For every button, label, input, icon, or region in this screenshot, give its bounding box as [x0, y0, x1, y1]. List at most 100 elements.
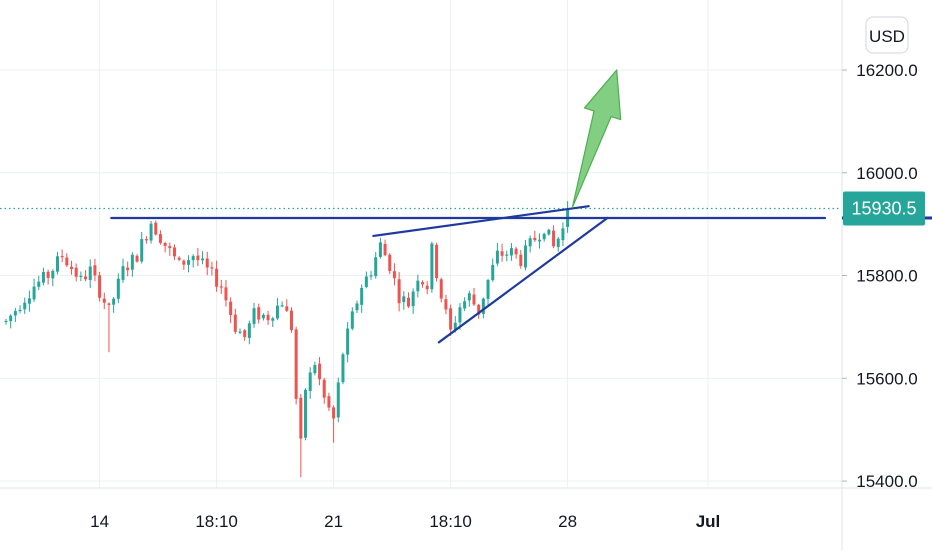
candle-body: [23, 302, 27, 310]
x-tick-label: 18:10: [429, 512, 472, 531]
currency-label[interactable]: USD: [869, 27, 905, 46]
candle-body: [308, 372, 312, 391]
candle-body: [336, 382, 340, 418]
candle-body: [191, 256, 195, 261]
candle-body: [205, 258, 209, 268]
candle-body: [505, 254, 509, 256]
candle-body: [453, 322, 457, 330]
wedge-lower-trendline[interactable]: [437, 216, 609, 344]
candle-body: [289, 310, 293, 331]
candle-body: [514, 248, 518, 255]
candle-body: [556, 238, 560, 248]
candle-body: [458, 307, 462, 323]
candle-body: [477, 304, 481, 315]
candle-body: [252, 308, 256, 324]
candle-body: [313, 364, 317, 374]
candle-body: [374, 257, 378, 277]
candle-body: [406, 297, 410, 307]
candle-body: [538, 239, 542, 242]
drawings[interactable]: [110, 69, 827, 344]
candle-body: [51, 270, 55, 279]
candle-body: [229, 301, 233, 316]
candle-body: [416, 280, 420, 292]
candle-body: [350, 311, 354, 329]
candle-body: [388, 254, 392, 272]
candle-body: [84, 276, 88, 280]
x-axis[interactable]: 14 18:10 21 18:10 28 Jul: [0, 487, 932, 531]
candle-body: [154, 222, 158, 235]
candle-body: [346, 328, 350, 355]
x-tick-label: 14: [90, 512, 109, 531]
candle-body: [463, 301, 467, 309]
last-price-badge[interactable]: [843, 191, 925, 226]
candle-body: [509, 248, 513, 256]
candle-body: [4, 320, 8, 323]
candle-body: [294, 329, 298, 399]
candle-body: [533, 237, 537, 241]
y-tick-label: 15800.0: [856, 267, 917, 286]
candle-body: [519, 254, 523, 266]
y-axis[interactable]: 16200.0 16000.0 15800.0 15600.0 15400.0 15930…: [841, 0, 932, 550]
candle-body: [224, 287, 228, 301]
candle-body: [299, 397, 303, 439]
candle-body: [13, 311, 17, 316]
candle-body: [467, 293, 471, 301]
currency-button-frame[interactable]: [865, 16, 909, 54]
bullish-arrow[interactable]: [571, 69, 622, 209]
candle-body: [439, 279, 443, 299]
candle-body: [168, 246, 172, 249]
candle-body: [247, 323, 251, 338]
candle-body: [121, 266, 125, 280]
candle-body: [397, 279, 401, 304]
candle-body: [9, 315, 13, 322]
candle-body: [126, 267, 130, 271]
candle-body: [355, 303, 359, 311]
x-tick-label: 21: [324, 512, 343, 531]
candle-body: [378, 242, 382, 257]
candle-body: [182, 260, 186, 265]
candle-body: [18, 309, 22, 312]
candle-body: [495, 250, 499, 264]
wedge-upper-trendline[interactable]: [372, 205, 590, 238]
y-tick-label: 15600.0: [856, 369, 917, 388]
candle-body: [55, 256, 59, 272]
candle-body: [425, 285, 429, 290]
candle-body: [27, 298, 31, 304]
candle-body: [257, 307, 261, 320]
candle-body: [196, 255, 200, 261]
candle-body: [210, 267, 214, 269]
candle-body: [486, 279, 490, 299]
candle-body: [561, 228, 565, 241]
candle-body: [93, 265, 97, 276]
candle-body: [280, 305, 284, 307]
candle-body: [74, 267, 78, 277]
candle-body: [332, 407, 336, 419]
candle-body: [421, 282, 425, 285]
candle-body: [107, 303, 111, 305]
last-price-label[interactable]: 15930.5: [851, 198, 916, 218]
candle-body: [46, 271, 50, 278]
candle-body: [392, 271, 396, 279]
candle-body: [481, 298, 485, 314]
currency-button[interactable]: USD: [865, 16, 909, 54]
candle-body: [435, 244, 439, 279]
candle-body: [201, 258, 205, 261]
candle-body: [369, 275, 373, 277]
candle-body: [32, 286, 36, 300]
candle-body: [98, 275, 102, 298]
candle-body: [116, 278, 120, 299]
y-tick-label: 15400.0: [856, 472, 917, 491]
candle-body: [411, 291, 415, 307]
candle-body: [219, 286, 223, 288]
candle-body: [444, 299, 448, 310]
candle-body: [552, 230, 556, 247]
candle-body: [304, 389, 308, 438]
y-tick-label: 16200.0: [856, 61, 917, 80]
candle-body: [491, 264, 495, 281]
candle-body: [364, 276, 368, 287]
x-tick-label: 28: [558, 512, 577, 531]
candle-body: [102, 298, 106, 303]
candle-body: [383, 243, 387, 256]
